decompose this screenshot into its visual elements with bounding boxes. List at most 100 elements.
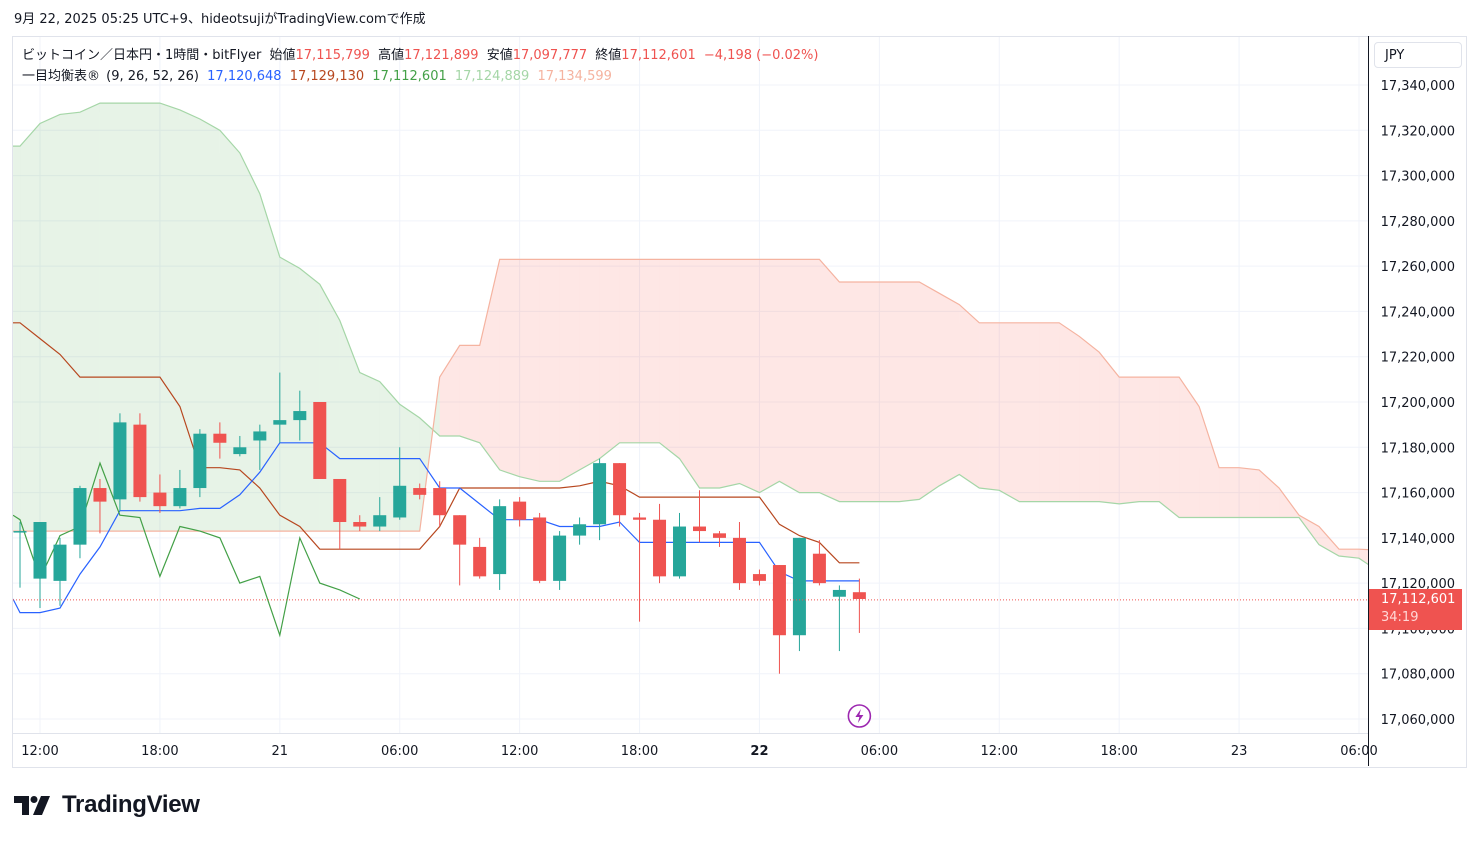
candle-up [293,390,307,441]
cloud-segment-bearish [939,293,960,486]
candle-body [453,515,467,545]
event-marker-icon[interactable] [847,704,872,728]
price-tick-label: 17,160,000 [1381,487,1455,502]
chart-caption: 9月 22, 2025 05:25 UTC+9、hideotsujiがTradi… [14,12,426,27]
candle-down [513,497,527,527]
candle-up [373,497,387,532]
candle-body [673,526,687,577]
price-tick-label: 17,340,000 [1381,79,1455,94]
candle-body [73,488,87,545]
cloud-segment-bearish [559,259,580,482]
legend-change: −4,198 (−0.02%) [703,48,819,63]
candle-body [93,488,107,502]
time-tick-label: 18:00 [141,744,178,759]
candle-body [213,433,227,443]
candle-body [633,517,647,520]
candle-down [732,522,746,590]
candle-body [413,488,427,495]
price-tick-label: 17,200,000 [1381,396,1455,411]
candle-up [593,458,607,541]
cloud-segment-bearish [1039,322,1060,502]
cloud-segment-bullish [299,268,320,532]
chikou-span-line [13,461,361,638]
candle-body [33,522,47,579]
cloud-segment-bullish [59,112,80,532]
candle-body [433,488,447,516]
legend-close-value: 17,112,601 [621,48,696,63]
cloud-segment-bearish [819,259,840,502]
price-tick-label: 17,220,000 [1381,351,1455,366]
cloud-segment-bullish [239,152,260,532]
ichimoku-lines [13,102,1368,638]
candle-up [233,435,247,457]
tv-logo-icon [14,796,50,815]
chart-frame [12,36,1467,768]
candle-down [852,578,866,633]
candle-body [13,531,27,533]
legend-high-value: 17,121,899 [404,48,479,63]
indicator-settings-icon[interactable]: ® [87,69,101,84]
price-tick-label: 17,280,000 [1381,215,1455,230]
cloud-segment-bearish [1319,526,1340,556]
chart-overlay [13,599,1368,728]
legend-price-row: ビットコイン／日本円・1時間・bitFlyer 始値17,115,799 高値1… [22,45,822,66]
indicator-name[interactable]: 一目均衡表 [22,69,88,84]
price-tick-label: 17,260,000 [1381,260,1455,275]
time-axis: 12:00 18:00 21 06:00 12:00 18:00 22 06:00 12:00 1… [13,733,1378,759]
cloud-segment-bearish [839,281,860,502]
candle-body [393,485,407,518]
senkou-span-a-line [13,102,1368,566]
candle-down [153,474,167,513]
time-tick-label: 06:00 [1340,744,1377,759]
time-tick-label: 12:00 [981,744,1018,759]
cloud-segment-bearish [579,259,600,470]
candle-body [832,589,846,597]
candle-down [133,413,147,502]
candle-body [613,463,627,516]
candle-up [193,429,207,498]
legend-low: 安値17,097,777 [487,48,587,63]
candle-body [333,478,347,523]
candle-body [732,537,746,584]
candle-down [613,463,627,527]
senkou-span-b-line [13,258,1368,551]
price-tick-label: 17,060,000 [1381,713,1455,728]
cloud-segment-bearish [699,259,720,489]
candle-body [153,492,167,507]
price-axis: 17,060,00017,080,00017,100,00017,120,000… [1368,36,1455,766]
cloud-segment-bearish [1359,549,1368,565]
candle-down [213,422,227,459]
cloud-segment-bearish [539,259,560,482]
cloud-segment-bearish [919,281,940,500]
currency-selector[interactable]: JPY [1374,42,1462,68]
cloud-segment-bearish [799,259,820,493]
price-tick-label: 17,140,000 [1381,532,1455,547]
candle-up [113,413,127,511]
cloud-segment-bearish [1239,467,1260,518]
tradingview-logo[interactable]: TradingView [14,791,200,819]
candle-up [493,499,507,590]
time-tick-label: 21 [272,744,289,759]
candle-down [633,512,647,622]
legend-high: 高値17,121,899 [378,48,478,63]
cloud-segment-bullish [359,372,380,532]
price-tick-label: 17,300,000 [1381,170,1455,185]
cloud-segment-bearish [1199,406,1220,518]
cloud-segment-bearish [899,281,920,502]
last-price-value: 17,112,601 [1381,592,1456,607]
legend-symbol[interactable]: ビットコイン／日本円・1時間・bitFlyer [22,48,262,63]
kijun-value: 17,129,130 [289,69,365,84]
candle-body [233,447,247,455]
candle-down [313,402,327,479]
candle-down [433,481,447,527]
kijun-sen-line [13,322,860,564]
cloud-segment-bullish [279,257,300,532]
candle-up [553,531,567,590]
candle-body [473,546,487,577]
time-tick-label: 06:00 [381,744,418,759]
cloud-segment-bearish [1119,377,1140,504]
candle-down [453,515,467,586]
cloud-segment-bearish [1219,467,1240,518]
candle-body [593,463,607,525]
